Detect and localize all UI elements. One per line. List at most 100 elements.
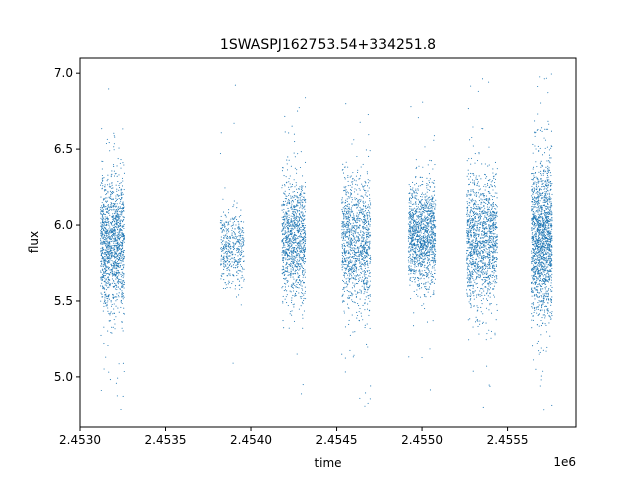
data-point xyxy=(292,283,294,285)
data-point xyxy=(421,212,423,214)
data-point xyxy=(116,188,118,190)
data-point xyxy=(116,203,118,205)
data-point xyxy=(113,265,115,267)
data-point xyxy=(112,199,114,201)
data-point xyxy=(300,206,302,208)
data-point xyxy=(238,228,240,230)
data-point xyxy=(301,229,304,231)
data-point xyxy=(360,291,362,293)
data-point xyxy=(286,302,288,304)
data-point xyxy=(110,320,112,322)
data-point xyxy=(341,231,343,234)
data-point xyxy=(346,205,348,207)
data-point xyxy=(114,235,116,237)
data-point xyxy=(105,217,107,220)
data-point xyxy=(355,263,357,265)
data-point xyxy=(227,224,229,226)
data-point xyxy=(299,186,301,188)
data-point xyxy=(369,197,371,200)
data-point xyxy=(116,284,118,286)
data-point xyxy=(105,221,107,223)
data-point xyxy=(356,228,358,230)
data-point xyxy=(409,186,411,188)
data-point xyxy=(362,227,364,229)
data-point xyxy=(287,220,289,222)
data-point xyxy=(361,210,363,212)
data-point xyxy=(103,239,105,241)
data-point xyxy=(425,245,427,247)
data-point xyxy=(300,244,302,246)
data-point xyxy=(368,228,370,230)
data-point xyxy=(123,307,125,309)
data-point xyxy=(284,213,286,215)
data-point xyxy=(343,189,345,191)
data-point xyxy=(303,192,305,194)
data-point xyxy=(365,255,367,257)
data-point xyxy=(112,213,114,215)
data-point xyxy=(428,255,430,257)
data-point xyxy=(430,260,432,262)
data-point xyxy=(114,173,116,175)
data-point xyxy=(423,232,425,235)
data-point xyxy=(342,172,345,174)
data-point xyxy=(419,254,422,256)
data-point xyxy=(367,209,369,211)
data-point xyxy=(288,263,290,265)
data-point xyxy=(344,225,346,228)
data-point xyxy=(414,201,417,203)
data-point xyxy=(117,210,119,212)
data-point xyxy=(229,251,231,253)
data-point xyxy=(412,238,414,240)
data-point xyxy=(303,258,305,260)
data-point xyxy=(412,216,415,218)
data-point xyxy=(102,185,104,187)
data-point xyxy=(432,320,434,322)
data-point xyxy=(103,218,105,220)
data-point xyxy=(429,240,431,242)
data-point xyxy=(425,225,427,227)
data-point xyxy=(422,209,425,211)
data-point xyxy=(105,193,107,196)
data-point xyxy=(407,238,410,240)
data-point xyxy=(349,248,351,251)
data-point xyxy=(120,219,122,221)
data-point xyxy=(225,228,227,230)
data-point xyxy=(426,227,428,230)
data-point xyxy=(368,248,370,250)
data-point xyxy=(110,176,112,178)
data-point xyxy=(113,266,115,268)
data-point xyxy=(237,226,239,228)
data-point xyxy=(358,214,360,216)
data-point xyxy=(118,245,121,247)
data-point xyxy=(368,155,370,157)
data-point xyxy=(410,248,412,250)
data-point xyxy=(304,249,306,251)
data-point xyxy=(296,215,298,217)
data-point xyxy=(304,276,306,278)
data-point xyxy=(299,202,301,204)
data-point xyxy=(105,233,107,235)
data-point xyxy=(411,197,413,200)
data-point xyxy=(345,272,347,274)
data-point xyxy=(414,278,416,281)
data-point xyxy=(410,202,412,204)
data-point xyxy=(294,237,296,239)
data-point xyxy=(347,216,349,218)
data-point xyxy=(364,267,366,269)
data-point xyxy=(423,228,425,231)
data-point xyxy=(350,209,352,211)
data-point xyxy=(229,220,231,222)
data-point xyxy=(366,228,368,231)
data-point xyxy=(100,300,102,302)
data-point xyxy=(435,240,437,242)
data-point xyxy=(304,198,306,200)
data-point xyxy=(118,292,120,294)
data-point xyxy=(236,261,238,263)
data-point xyxy=(107,280,109,282)
data-point xyxy=(109,226,111,228)
data-point xyxy=(104,184,106,186)
data-point xyxy=(240,277,242,279)
data-point xyxy=(363,260,365,262)
data-point xyxy=(299,251,301,253)
data-point xyxy=(113,175,116,177)
